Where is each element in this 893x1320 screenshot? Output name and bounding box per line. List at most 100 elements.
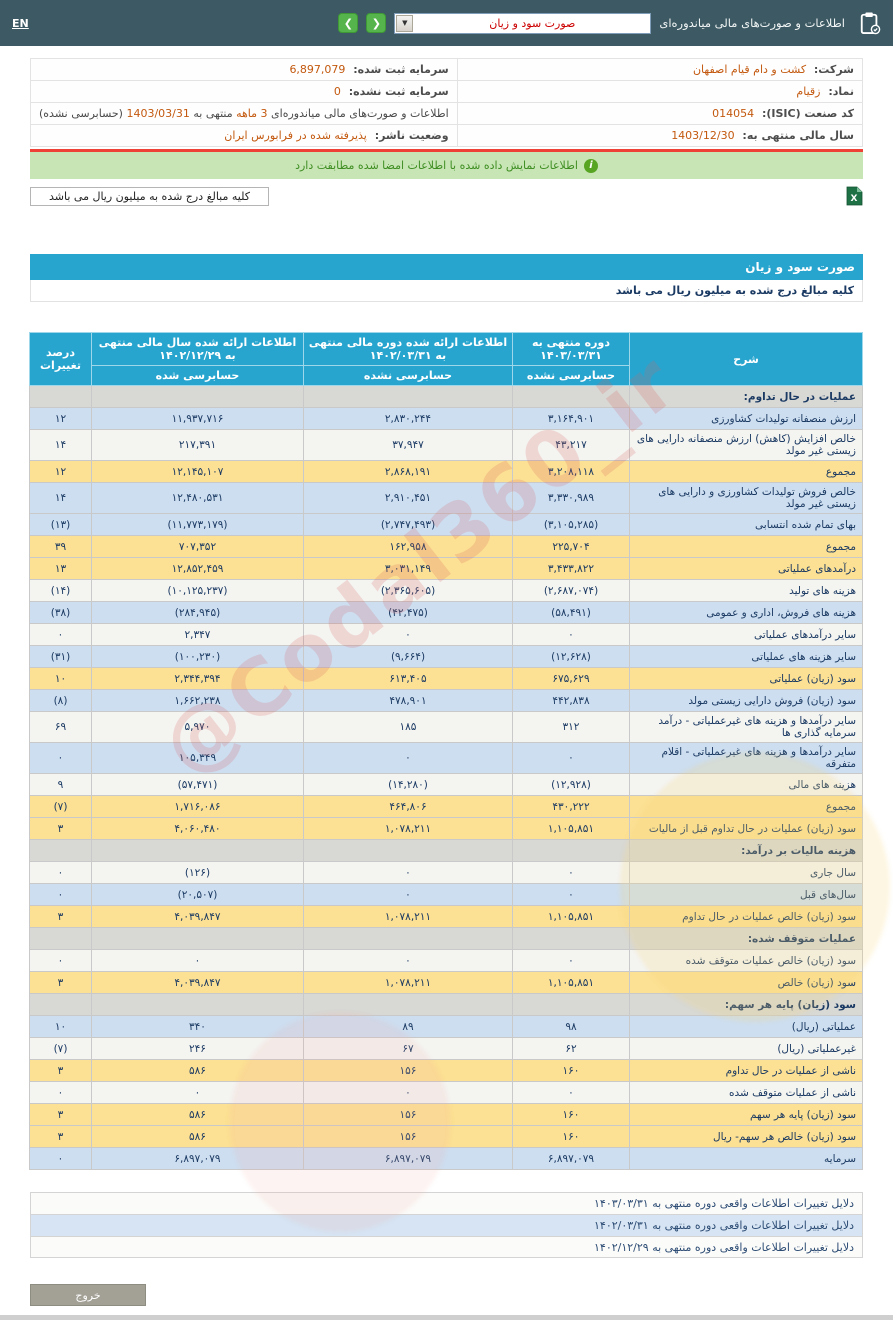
- table-row: هزینه های تولید (۲,۶۸۷,۰۷۴) (۲,۳۶۵,۶۰۵) (۱۰…: [29, 579, 863, 602]
- value-cell: ۰: [303, 742, 513, 774]
- language-toggle-en[interactable]: EN: [12, 16, 29, 30]
- table-row: سود (زیان) فروش دارایی زیستی مولد ۴۴۲,۸۳۸…: [29, 689, 863, 712]
- value-cell: ۲,۹۱۰,۴۵۱: [303, 482, 513, 514]
- percent-change-cell: ۳: [29, 1103, 92, 1126]
- section-header-row: سود (زیان) پایه هر سهم:: [29, 993, 863, 1016]
- col-header-period-3: اطلاعات ارائه شده سال مالی منتهی به ۱۴۰۲…: [91, 332, 304, 366]
- company-info-cell: سرمایه ثبت شده: 6,897,079: [30, 58, 458, 81]
- row-label: ناشی از عملیات متوقف شده: [629, 1081, 863, 1104]
- value-cell: (۱۲۶): [91, 861, 304, 884]
- page-title: اطلاعات و صورت‌های مالی میاندوره‌ای: [659, 16, 845, 30]
- col-header-period-1: دوره منتهی به ۱۴۰۳/۰۳/۳۱: [512, 332, 630, 366]
- empty-cell: [91, 993, 304, 1016]
- row-label: هزینه های فروش، اداری و عمومی: [629, 601, 863, 624]
- value-cell: ۱۶۲,۹۵۸: [303, 535, 513, 558]
- table-row: ناشی از عملیات متوقف شده ۰ ۰ ۰ ۰: [29, 1081, 863, 1104]
- company-info-cell: سرمایه ثبت نشده: 0: [30, 80, 458, 103]
- prev-report-button[interactable]: ❯: [338, 13, 359, 33]
- row-label: عملیاتی (ریال): [629, 1015, 863, 1038]
- row-label: سود (زیان) خالص: [629, 971, 863, 994]
- percent-change-cell: ۰: [29, 623, 92, 646]
- percent-change-cell: ۰: [29, 742, 92, 774]
- empty-cell: [29, 927, 92, 950]
- company-info-label: نماد:: [824, 85, 854, 98]
- row-label: هزینه های مالی: [629, 773, 863, 796]
- row-label: سایر درآمدها و هزینه های غیرعملیاتی - در…: [629, 711, 863, 743]
- change-reason-link[interactable]: دلایل تغییرات اطلاعات واقعی دوره منتهی ب…: [30, 1192, 863, 1214]
- units-note-box: کلیه مبالغ درج شده به میلیون ریال می باش…: [30, 186, 269, 206]
- percent-change-cell: (۷): [29, 795, 92, 818]
- empty-cell: [29, 839, 92, 862]
- company-info-cell: کد صنعت (ISIC): 014054: [456, 102, 864, 125]
- value-cell: ۱,۱۰۵,۸۵۱: [512, 971, 630, 994]
- value-cell: (۴۲,۴۷۵): [303, 601, 513, 624]
- value-cell: ۱,۷۱۶,۰۸۶: [91, 795, 304, 818]
- table-row: سود (زیان) خالص عملیات در حال تداوم ۱,۱۰۵…: [29, 905, 863, 928]
- section-header-label: هزینه مالیات بر درآمد:: [629, 839, 863, 862]
- change-reason-link[interactable]: دلایل تغییرات اطلاعات واقعی دوره منتهی ب…: [30, 1236, 863, 1258]
- percent-change-cell: ۰: [29, 883, 92, 906]
- value-cell: ۶۱۳,۴۰۵: [303, 667, 513, 690]
- value-cell: ۲,۳۴۷: [91, 623, 304, 646]
- value-cell: ۶۲: [512, 1037, 630, 1060]
- section-header-row: هزینه مالیات بر درآمد:: [29, 839, 863, 862]
- company-info-text: 1403/03/31: [126, 107, 190, 120]
- percent-change-cell: (۸): [29, 689, 92, 712]
- percent-change-cell: ۱۲: [29, 460, 92, 483]
- company-info-cell: سال مالی منتهی به: 1403/12/30: [456, 124, 864, 147]
- change-reason-link[interactable]: دلایل تغییرات اطلاعات واقعی دوره منتهی ب…: [30, 1214, 863, 1236]
- value-cell: ۱۲,۱۴۵,۱۰۷: [91, 460, 304, 483]
- value-cell: ۰: [512, 623, 630, 646]
- col-subheader-audit-2: حسابرسی نشده: [303, 365, 513, 386]
- statement-title-band: صورت سود و زیان: [30, 254, 863, 280]
- top-header-bar: اطلاعات و صورت‌های مالی میاندوره‌ای صورت…: [0, 0, 893, 46]
- value-cell: ۵۸۶: [91, 1059, 304, 1082]
- value-cell: ۱۶۰: [512, 1059, 630, 1082]
- company-info-text: (حسابرسی نشده): [39, 107, 127, 120]
- exit-button[interactable]: خروج: [30, 1284, 146, 1306]
- company-info-value: 014054: [712, 107, 755, 120]
- percent-change-cell: ۳: [29, 1125, 92, 1148]
- value-cell: ۸۹: [303, 1015, 513, 1038]
- company-info-cell: اطلاعات و صورت‌های مالی میاندوره‌ای 3 ما…: [30, 102, 458, 125]
- percent-change-cell: ۱۰: [29, 667, 92, 690]
- value-cell: ۰: [303, 949, 513, 972]
- value-cell: (۵۷,۴۷۱): [91, 773, 304, 796]
- company-info-row: سال مالی منتهی به: 1403/12/30 وضعیت ناشر:…: [30, 124, 864, 147]
- percent-change-cell: ۹: [29, 773, 92, 796]
- percent-change-cell: ۳: [29, 817, 92, 840]
- percent-change-cell: ۱۳: [29, 557, 92, 580]
- section-header-label: سود (زیان) پایه هر سهم:: [629, 993, 863, 1016]
- clipboard-icon: [860, 12, 881, 35]
- report-select[interactable]: صورت سود و زیان ▼: [394, 12, 652, 34]
- value-cell: ۳,۴۳۳,۸۲۲: [512, 557, 630, 580]
- report-select-value: صورت سود و زیان: [489, 16, 576, 30]
- percent-change-cell: ۳۹: [29, 535, 92, 558]
- percent-change-cell: ۰: [29, 861, 92, 884]
- value-cell: ۴۳۰,۲۲۲: [512, 795, 630, 818]
- next-report-button[interactable]: ❮: [366, 13, 387, 33]
- company-info-text: اطلاعات و صورت‌های مالی میاندوره‌ای: [267, 107, 449, 120]
- value-cell: ۰: [303, 861, 513, 884]
- row-label: خالص فروش تولیدات کشاورزی و دارایی های ز…: [629, 482, 863, 514]
- value-cell: (۱۲,۶۲۸): [512, 645, 630, 668]
- excel-export-icon[interactable]: X: [846, 186, 863, 206]
- company-info-label: سرمایه ثبت نشده:: [344, 85, 449, 98]
- units-row: X کلیه مبالغ درج شده به میلیون ریال می ب…: [30, 186, 863, 206]
- value-cell: ۳,۱۶۴,۹۰۱: [512, 407, 630, 430]
- empty-cell: [303, 927, 513, 950]
- chevron-down-icon[interactable]: ▼: [396, 14, 414, 32]
- table-row: سود (زیان) عملیات در حال تداوم قبل از ما…: [29, 817, 863, 840]
- company-info-section: شرکت: کشت و دام قیام اصفهان سرمایه ثبت شد…: [30, 58, 864, 147]
- table-row: سال جاری ۰ ۰ (۱۲۶) ۰: [29, 861, 863, 884]
- value-cell: ۶,۸۹۷,۰۷۹: [512, 1147, 630, 1170]
- company-info-row: کد صنعت (ISIC): 014054 اطلاعات و صورت‌های…: [30, 102, 864, 125]
- row-label: سال‌های قبل: [629, 883, 863, 906]
- value-cell: ۲,۸۶۸,۱۹۱: [303, 460, 513, 483]
- percent-change-cell: ۱۰: [29, 1015, 92, 1038]
- value-cell: (۹,۶۶۴): [303, 645, 513, 668]
- table-row: ناشی از عملیات در حال تداوم ۱۶۰ ۱۵۶ ۵۸۶ ۳: [29, 1059, 863, 1082]
- value-cell: (۲۸۴,۹۴۵): [91, 601, 304, 624]
- value-cell: ۲۴۶: [91, 1037, 304, 1060]
- value-cell: ۲۲۵,۷۰۴: [512, 535, 630, 558]
